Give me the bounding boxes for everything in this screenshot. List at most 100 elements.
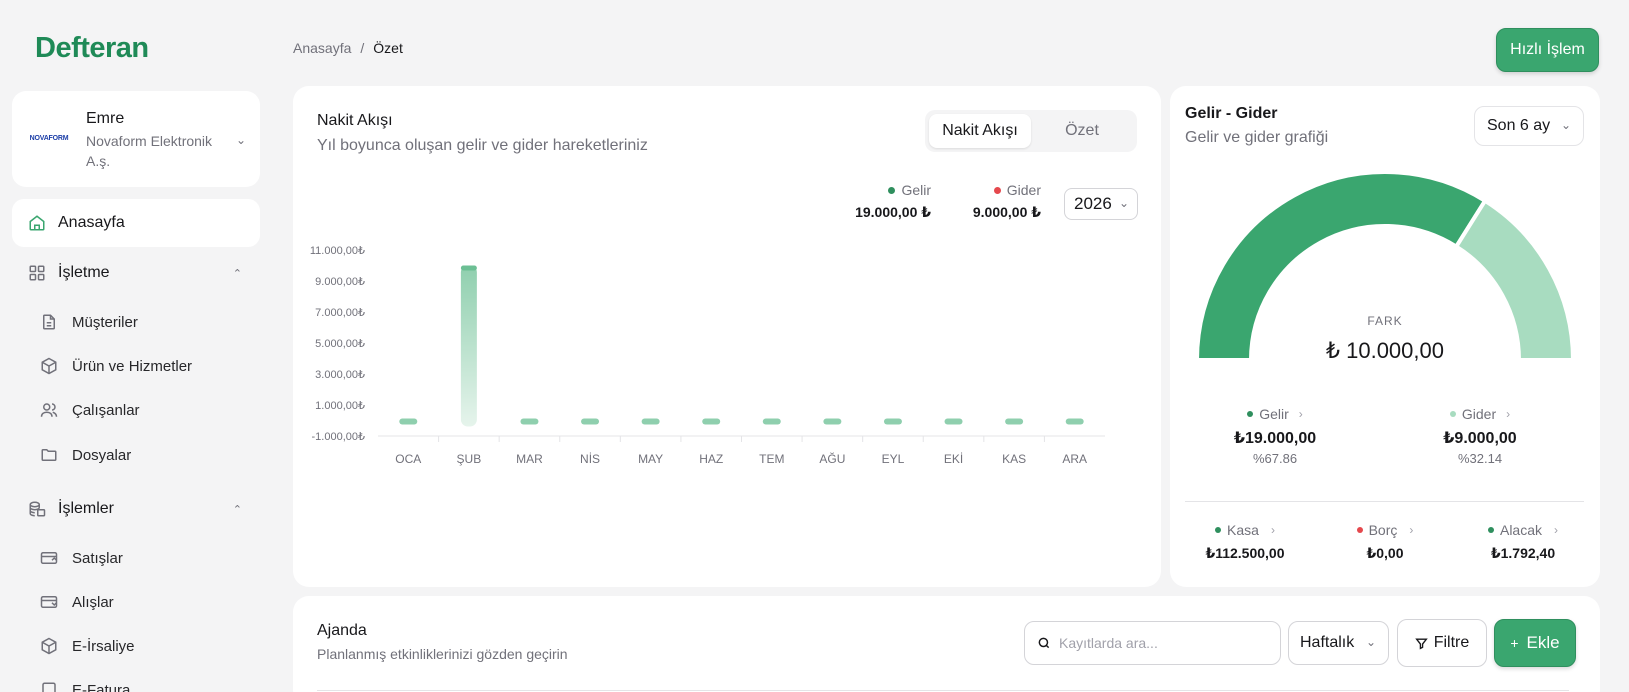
company-name: Novaform Elektronik A.ş. — [86, 133, 213, 169]
period-select-value: Son 6 ay — [1487, 117, 1551, 134]
app-logo[interactable]: Defteran — [35, 30, 149, 66]
chevron-up-icon: ⌃ — [232, 267, 242, 280]
expense-stat-label: Gider — [1461, 406, 1497, 422]
sidebar-item-label: Ürün ve Hizmetler — [72, 357, 193, 375]
sidebar-group-label: İşlemler — [58, 500, 115, 517]
company-logo: NOVAFORM — [29, 134, 69, 142]
sidebar-item-e-fatura[interactable]: E-Fatura — [12, 672, 260, 692]
agenda-card: Ajanda Planlanmış etkinliklerinizi gözde… — [293, 596, 1600, 692]
bar-NİS — [581, 418, 600, 425]
legend-income-label: Gelir — [901, 182, 931, 198]
filter-icon — [1414, 637, 1428, 650]
sidebar-item-urun-hizmetler[interactable]: Ürün ve Hizmetler — [12, 348, 260, 384]
quick-action-button[interactable]: Hızlı İşlem — [1496, 28, 1599, 72]
cashflow-view-toggle: Nakit Akışı Özet — [925, 110, 1137, 152]
users-icon — [40, 401, 58, 419]
filter-button[interactable]: Filtre — [1397, 619, 1487, 667]
legend-expense-value: 9.000,00 ₺ — [972, 204, 1041, 220]
sidebar-item-satislar[interactable]: Satışlar — [12, 540, 260, 576]
cashflow-card: Nakit Akışı Yıl boyunca oluşan gelir ve … — [293, 86, 1161, 587]
y-tick-label: 1.000,00₺ — [315, 400, 365, 412]
income-expense-title: Gelir - Gider — [1185, 105, 1278, 122]
sidebar-item-label: Alışlar — [72, 593, 114, 611]
gauge-income-segment — [1194, 170, 1488, 362]
x-tick-label: ŞUB — [457, 452, 482, 466]
add-label: Ekle — [1526, 633, 1560, 652]
period-select[interactable]: Son 6 ay ⌄ — [1474, 106, 1584, 146]
sidebar-item-label: Çalışanlar — [72, 401, 140, 419]
y-tick-label: 9.000,00₺ — [315, 276, 365, 288]
kasa-stat[interactable]: Kasa › ₺112.500,00 — [1195, 522, 1295, 562]
folder-icon — [40, 446, 58, 464]
legend-income-value: 19.000,00 ₺ — [855, 204, 931, 220]
organization-switcher[interactable]: NOVAFORM Emre Novaform Elektronik A.ş. ⌄ — [12, 91, 260, 187]
bar-TEM — [762, 418, 781, 425]
income-stat-percent: %67.86 — [1252, 451, 1298, 466]
cashflow-title: Nakit Akışı — [317, 112, 393, 129]
bar-OCA — [399, 418, 418, 425]
agenda-divider — [317, 690, 1569, 691]
user-name: Emre — [86, 110, 125, 127]
year-select-value: 2026 — [1074, 194, 1112, 213]
search-input[interactable] — [1059, 635, 1259, 651]
expense-dot-icon — [1449, 411, 1456, 417]
sidebar-item-e-irsaliye[interactable]: E-İrsaliye — [12, 628, 260, 664]
income-dot-icon — [888, 186, 896, 194]
breadcrumb-current: Özet — [373, 40, 403, 56]
income-stat-label: Gelir — [1259, 406, 1289, 422]
x-tick-label: EYL — [882, 452, 905, 466]
cashflow-chart: 11.000,00₺ 9.000,00₺ 7.000,00₺ 5.000,00₺ 3.0… — [310, 245, 1105, 466]
package-icon — [40, 637, 58, 655]
sidebar-item-musteriler[interactable]: Müşteriler — [12, 304, 260, 340]
x-tick-label: TEM — [759, 452, 784, 466]
chevron-down-icon: ⌄ — [1118, 196, 1129, 210]
add-button[interactable]: + Ekle — [1494, 619, 1576, 667]
sidebar-group-isletme[interactable]: İşletme ⌃ — [12, 253, 260, 293]
plus-icon: + — [1510, 635, 1519, 651]
x-tick-label: OCA — [395, 452, 421, 466]
borc-label: Borç — [1368, 522, 1398, 538]
bar-EYL — [883, 418, 902, 425]
sidebar-item-calisanlar[interactable]: Çalışanlar — [12, 392, 260, 428]
x-tick-label: AĞU — [819, 451, 845, 466]
alacak-stat[interactable]: Alacak › ₺1.792,40 — [1473, 522, 1573, 562]
year-select[interactable]: 2026 ⌄ — [1064, 188, 1138, 220]
tab-ozet[interactable]: Özet — [1065, 122, 1099, 139]
chevron-down-icon: ⌄ — [1560, 118, 1571, 132]
x-tick-label: KAS — [1002, 452, 1026, 466]
borc-dot-icon — [1356, 527, 1363, 533]
income-stat[interactable]: Gelir › ₺19.000,00 %67.86 — [1215, 406, 1335, 466]
sidebar-item-label: Anasayfa — [58, 214, 125, 231]
home-icon — [28, 214, 46, 232]
agenda-search[interactable] — [1024, 621, 1281, 665]
alacak-dot-icon — [1487, 527, 1494, 533]
card-in-icon — [40, 593, 58, 611]
bar-ŞUB — [460, 265, 477, 427]
sidebar-item-dosyalar[interactable]: Dosyalar — [12, 437, 260, 473]
legend-income: Gelir 19.000,00 ₺ — [851, 182, 931, 221]
borc-stat[interactable]: Borç › ₺0,00 — [1335, 522, 1435, 562]
search-icon — [1037, 636, 1051, 650]
breadcrumb-root[interactable]: Anasayfa — [293, 40, 352, 56]
legend-expense: Gider 9.000,00 ₺ — [943, 182, 1041, 221]
sidebar-group-islemler[interactable]: İşlemler ⌃ — [12, 489, 260, 529]
breadcrumb-separator: / — [360, 40, 365, 56]
sidebar-item-home[interactable]: Anasayfa — [12, 199, 260, 247]
grid-icon — [28, 264, 46, 282]
x-tick-label: NİS — [580, 452, 600, 466]
view-select[interactable]: Haftalık ⌄ — [1288, 621, 1389, 665]
invoice-icon — [40, 681, 58, 692]
bar-KAS — [1005, 418, 1024, 425]
chevron-right-icon: › — [1270, 523, 1275, 537]
sidebar-item-label: Satışlar — [72, 549, 123, 567]
tab-nakit-akisi[interactable]: Nakit Akışı — [929, 114, 1031, 148]
box-icon — [40, 357, 58, 375]
sidebar-item-alislar[interactable]: Alışlar — [12, 584, 260, 620]
bar-MAY — [641, 418, 660, 425]
agenda-subtitle: Planlanmış etkinliklerinizi gözden geçir… — [317, 646, 568, 662]
divider — [1185, 501, 1584, 502]
card-out-icon — [40, 549, 58, 567]
expense-stat[interactable]: Gider › ₺9.000,00 %32.14 — [1420, 406, 1540, 466]
alacak-value: ₺1.792,40 — [1490, 545, 1556, 561]
x-tick-label: EKİ — [944, 452, 963, 466]
